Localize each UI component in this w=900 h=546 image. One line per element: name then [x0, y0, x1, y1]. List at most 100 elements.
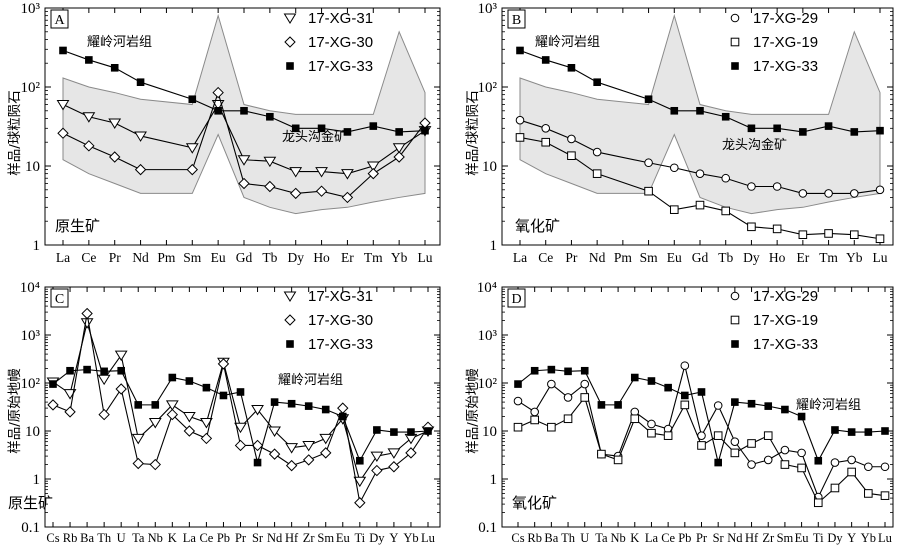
- legend-marker: [731, 62, 739, 70]
- data-point: [387, 448, 401, 459]
- data-point: [798, 189, 808, 198]
- data-point: [681, 391, 689, 400]
- data-point: [57, 127, 69, 139]
- data-point: [580, 366, 589, 375]
- data-point: [100, 367, 108, 376]
- data-point: [798, 230, 808, 240]
- data-point: [302, 454, 315, 466]
- x-tick-label: Ta: [595, 531, 608, 545]
- x-tick-label: Dy: [287, 250, 304, 265]
- data-point: [713, 431, 723, 440]
- y-tick-label: 10: [482, 159, 497, 175]
- data-point: [644, 186, 653, 196]
- x-tick-label: La: [183, 531, 197, 545]
- data-point: [131, 433, 145, 445]
- y-axis-label: 样品/球粒陨石: [465, 90, 481, 176]
- sample-type-label: 氧化矿: [515, 217, 560, 235]
- data-point: [730, 437, 740, 446]
- data-point: [680, 400, 690, 410]
- legend-marker: [286, 340, 294, 348]
- x-tick-label: Gd: [692, 250, 709, 265]
- data-point: [881, 427, 889, 435]
- data-point: [824, 189, 833, 198]
- legend-marker: [730, 37, 740, 47]
- data-point: [108, 118, 122, 129]
- series-line: [517, 396, 886, 504]
- data-point: [847, 455, 856, 465]
- series-17-xg-19: [513, 393, 890, 508]
- data-point: [97, 374, 111, 386]
- x-tick-label: Yb: [403, 531, 418, 545]
- legend-marker: [286, 62, 294, 70]
- data-point: [59, 46, 67, 55]
- data-point: [110, 63, 119, 72]
- data-point: [664, 383, 672, 392]
- data-point: [251, 439, 264, 452]
- y-tick-label: 10²: [478, 376, 498, 392]
- legend-label: 17-XG-29: [753, 288, 818, 305]
- data-point: [697, 388, 706, 396]
- data-point: [713, 401, 723, 410]
- x-tick-label: Tb: [262, 250, 277, 265]
- x-tick-label: Yb: [391, 250, 408, 265]
- series-17-xg-33: [49, 365, 432, 467]
- legend: 17-XG-29 17-XG-19 17-XG-33: [730, 288, 818, 353]
- legend-label: 17-XG-19: [753, 312, 818, 329]
- data-point: [367, 167, 379, 180]
- data-point: [302, 440, 316, 452]
- data-point: [669, 163, 679, 173]
- y-tick-label: 10³: [21, 1, 41, 17]
- y-axis-label: 样品/原始地幔: [465, 368, 481, 454]
- data-point: [320, 447, 332, 459]
- y-tick-label: 10⁴: [20, 280, 40, 296]
- data-point: [847, 467, 856, 477]
- data-point: [781, 405, 789, 414]
- data-point: [697, 441, 706, 450]
- data-point: [214, 106, 222, 115]
- y-tick-label: 10²: [21, 376, 41, 392]
- data-point: [772, 224, 782, 234]
- x-tick-label: Pm: [614, 250, 633, 265]
- data-point: [268, 426, 281, 437]
- plot-frame: [501, 286, 894, 528]
- data-point: [151, 401, 160, 409]
- data-point: [134, 401, 143, 409]
- data-point: [630, 373, 639, 382]
- x-tick-label: Eu: [211, 250, 226, 265]
- data-point: [285, 443, 299, 454]
- x-tick-label: Ho: [769, 250, 786, 265]
- data-point: [395, 128, 403, 136]
- data-point: [814, 456, 823, 465]
- data-point: [117, 366, 125, 375]
- y-tick-label: 1: [33, 238, 41, 254]
- data-point: [513, 396, 523, 406]
- y-tick-label: 10³: [478, 1, 498, 17]
- data-point: [289, 167, 303, 178]
- data-point: [366, 161, 380, 172]
- data-point: [264, 180, 276, 193]
- data-point: [644, 158, 653, 168]
- data-point: [338, 412, 347, 421]
- data-point: [644, 95, 653, 104]
- x-tick-label: Hf: [285, 531, 299, 545]
- y-axis-label: 样品/原始地幔: [7, 368, 23, 454]
- panel-d: 0.1 1 10 10² 10³ 10⁴ Cs Rb Ba Th U Ta Nb K La Ce Pb Pr Sr N…: [465, 280, 894, 545]
- panel-letter-box: [507, 288, 526, 308]
- series-17-xg-31: [56, 100, 432, 180]
- x-tick-label: Pb: [217, 531, 230, 545]
- data-point: [373, 426, 381, 434]
- x-tick-label: Ce: [81, 250, 96, 265]
- x-tick-label: Sm: [640, 250, 659, 265]
- data-point: [212, 86, 224, 99]
- data-point: [513, 422, 523, 432]
- y-tick-label: 10³: [21, 328, 41, 344]
- y-tick-label: 10: [25, 424, 40, 440]
- data-point: [530, 415, 539, 425]
- data-point: [592, 169, 602, 178]
- series-17-xg-33: [59, 46, 429, 136]
- data-point: [772, 182, 782, 191]
- data-point: [799, 128, 807, 136]
- formation-label: 耀岭河岩组: [796, 398, 861, 413]
- data-point: [168, 373, 177, 382]
